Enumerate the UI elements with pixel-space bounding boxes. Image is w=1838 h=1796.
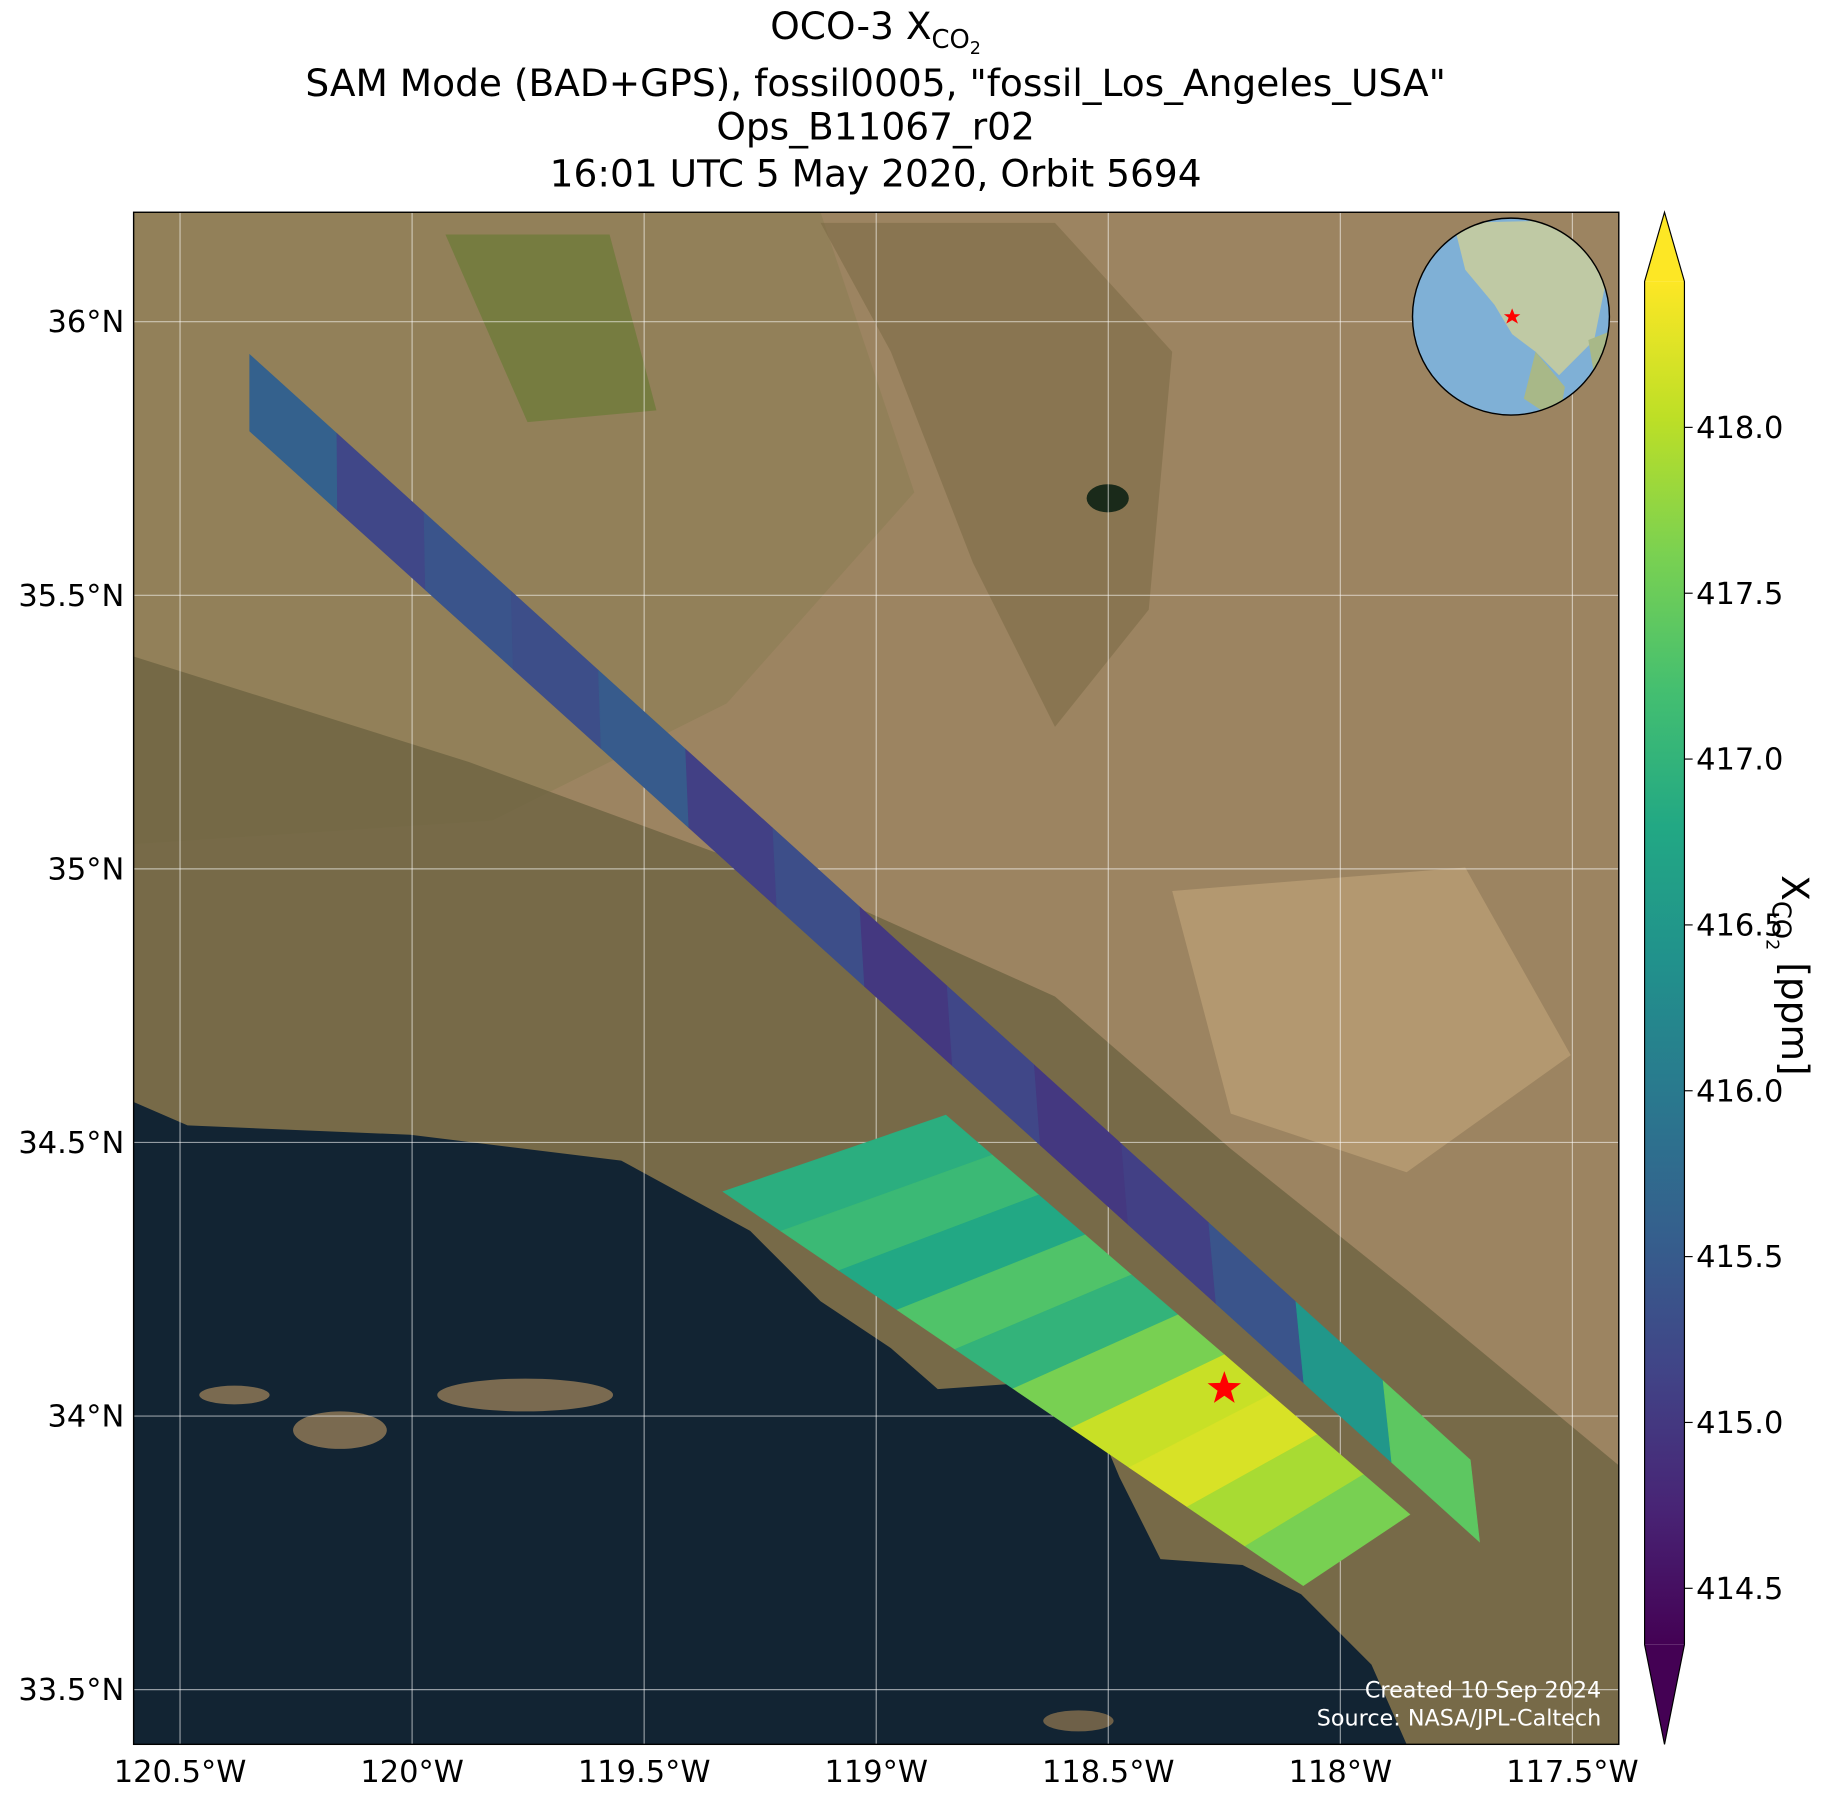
- ocean: [133, 1101, 1407, 1745]
- title-line1: OCO-3 XCO2: [770, 4, 981, 59]
- colorbar-tick-label: 417.5: [1696, 577, 1783, 612]
- island: [199, 1385, 270, 1405]
- colorbar-body: [1644, 281, 1685, 1645]
- desert: [1172, 867, 1571, 1173]
- globe-target: [1503, 308, 1521, 324]
- annotation: Created 10 Sep 2024: [1365, 1677, 1601, 1703]
- y-tick-label: 35°N: [47, 852, 124, 887]
- colorbar-tick-label: 416.0: [1696, 1074, 1783, 1109]
- marks: Created 10 Sep 2024 Source: NASA/JPL-Calt…: [1207, 1371, 1601, 1732]
- sierra: [820, 222, 1173, 727]
- colorbar-extend-top: [1644, 212, 1685, 282]
- y-tick-label: 35.5°N: [18, 579, 124, 614]
- globe-outline: [1411, 217, 1611, 416]
- island: [1043, 1710, 1114, 1732]
- title-line2: SAM Mode (BAD+GPS), fossil0005, "fossil_…: [305, 61, 1446, 105]
- colorbar-tick-label: 415.0: [1696, 1406, 1783, 1441]
- x-tick-label: 120.5°W: [114, 1755, 247, 1790]
- colorbar: 414.5 415.0 415.5 416.0 416.5 417.0 417.5 418.0: [1644, 210, 1783, 1745]
- title-line3: Ops_B11067_r02: [716, 105, 1035, 149]
- x-tick-label: 118°W: [1289, 1755, 1393, 1790]
- x-tick-label: 120°W: [360, 1755, 464, 1790]
- plot-frame: [132, 211, 1620, 1746]
- title-line4: 16:01 UTC 5 May 2020, Orbit 5694: [550, 151, 1202, 195]
- globe-inset: [1411, 217, 1611, 416]
- y-tick-label: 34°N: [47, 1400, 124, 1435]
- colorbar-tick-label: 415.5: [1696, 1240, 1783, 1275]
- sounding-cell: [1244, 1474, 1411, 1586]
- colorbar-tick-label: 418.0: [1696, 411, 1783, 446]
- colorbar-label: XCO2 [ppm]: [1761, 875, 1816, 1076]
- colorbar-tick-label: 414.5: [1696, 1572, 1783, 1607]
- farmland: [445, 234, 657, 423]
- target-star: [1207, 1371, 1242, 1403]
- x-tick-label: 118.5°W: [1042, 1755, 1175, 1790]
- island: [293, 1411, 387, 1449]
- y-tick-label: 36°N: [47, 305, 124, 340]
- colorbar-outline: [1644, 210, 1686, 1745]
- colorbar-tick-label: 416.5: [1696, 908, 1783, 943]
- colorbar-tick-label: 417.0: [1696, 743, 1783, 778]
- y-tick-label: 33.5°N: [18, 1673, 124, 1708]
- globe-land: [1453, 220, 1609, 376]
- colorbar-extend-bottom: [1644, 1644, 1685, 1745]
- sounding-cell: [1382, 1380, 1480, 1543]
- swaths: [249, 353, 1480, 1586]
- valley: [133, 212, 915, 845]
- annotation: Source: NASA/JPL-Caltech: [1317, 1706, 1601, 1732]
- y-tick-label: 34.5°N: [18, 1126, 124, 1161]
- x-tick-label: 119.5°W: [578, 1755, 711, 1790]
- x-tick-label: 117.5°W: [1506, 1755, 1639, 1790]
- x-tick-label: 119°W: [824, 1755, 928, 1790]
- gridlines: 120.5°W 120°W 119.5°W 119°W 118.5°W 118°W 117.…: [18, 212, 1639, 1790]
- island: [437, 1378, 614, 1412]
